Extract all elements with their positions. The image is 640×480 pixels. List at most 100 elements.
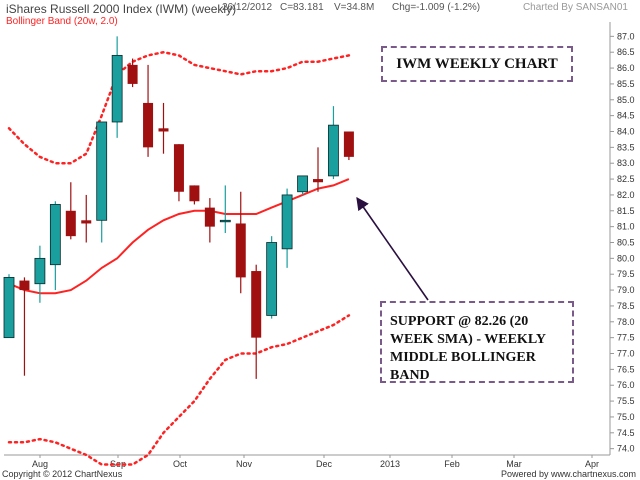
candle — [328, 106, 339, 180]
candle — [235, 191, 246, 294]
y-tick-label: 81.0 — [617, 222, 635, 232]
y-tick-label: 82.0 — [617, 190, 635, 200]
x-tick-label: Apr — [585, 459, 599, 469]
candle-body — [204, 207, 215, 227]
y-tick-label: 75.5 — [617, 396, 635, 406]
y-tick-label: 84.0 — [617, 126, 635, 136]
y-tick-label: 86.5 — [617, 47, 635, 57]
candle — [343, 131, 354, 161]
candle — [297, 175, 308, 195]
y-tick-label: 76.5 — [617, 364, 635, 374]
y-tick-label: 86.0 — [617, 63, 635, 73]
y-tick-label: 85.0 — [617, 95, 635, 105]
candle — [204, 198, 215, 243]
y-tick-label: 78.0 — [617, 317, 635, 327]
y-tick-label: 79.5 — [617, 269, 635, 279]
y-tick-label: 82.5 — [617, 174, 635, 184]
y-tick-label: 78.5 — [617, 301, 635, 311]
candlestick-layer — [3, 36, 354, 379]
y-tick-label: 77.5 — [617, 333, 635, 343]
y-tick-label: 81.5 — [617, 206, 635, 216]
quote-date: 26/12/2012 — [222, 2, 273, 13]
title-annotation-box: IWM WEEKLY CHART — [381, 46, 573, 82]
x-tick-label: 2013 — [380, 459, 400, 469]
y-tick-label: 77.0 — [617, 349, 635, 359]
y-tick-label: 83.0 — [617, 158, 635, 168]
quote-volume: V=34.8M — [334, 2, 375, 13]
candle — [281, 188, 293, 268]
candle — [3, 274, 15, 339]
powered-by-text: Powered by www.chartnexus.com — [500, 469, 636, 479]
y-tick-label: 75.0 — [617, 412, 635, 422]
candle — [81, 194, 92, 243]
candle-body — [173, 144, 184, 192]
x-tick-label: Oct — [173, 459, 188, 469]
candle — [143, 64, 154, 157]
candle-body — [343, 131, 354, 157]
candle — [251, 264, 262, 379]
y-tick-label: 74.5 — [617, 428, 635, 438]
axes-layer: 74.0 74.5 75.0 75.5 76.0 76.5 77.0 77.5 78.0 78.5… — [4, 22, 635, 469]
candle-body — [3, 276, 15, 339]
candle — [173, 144, 184, 202]
copyright-text: Copyright © 2012 ChartNexus — [2, 469, 123, 479]
candle-body — [127, 64, 138, 84]
quote-change: Chg=-1.009 (-1.2%) — [392, 2, 481, 13]
upper-band-line — [7, 50, 351, 165]
lower-band-line — [7, 314, 351, 466]
candle — [34, 245, 46, 303]
support-arrow — [356, 196, 429, 301]
y-tick-label: 80.5 — [617, 238, 635, 248]
candle-body — [297, 175, 308, 193]
candle-body — [235, 223, 246, 278]
quote-close: C=83.181 — [280, 2, 324, 13]
candle — [219, 185, 231, 233]
candle-body — [96, 121, 108, 221]
candle — [49, 201, 61, 291]
annotation-arrow-layer — [356, 196, 429, 301]
candle — [127, 58, 138, 88]
candle-body — [19, 280, 30, 291]
candle-body — [251, 271, 262, 338]
y-tick-label: 76.0 — [617, 380, 635, 390]
candle-body — [313, 179, 323, 183]
x-tick-label: Aug — [32, 459, 48, 469]
candle — [65, 182, 76, 240]
x-tick-label: Mar — [506, 459, 522, 469]
y-tick-label: 79.0 — [617, 285, 635, 295]
candle-body — [34, 257, 46, 285]
charted-by-credit: Charted By SANSAN01 — [522, 2, 628, 13]
candle-body — [328, 124, 339, 177]
x-tick-label: Feb — [444, 459, 460, 469]
candle — [313, 147, 323, 192]
chart-title: iShares Russell 2000 Index (IWM) (weekly… — [6, 2, 237, 16]
y-tick-label: 85.5 — [617, 79, 635, 89]
candle-body — [266, 242, 278, 316]
candle-body — [81, 220, 92, 224]
candle-body — [49, 204, 61, 266]
candle-body — [219, 219, 231, 223]
y-tick-label: 87.0 — [617, 31, 635, 41]
candle — [111, 36, 123, 138]
candle-body — [189, 185, 200, 202]
candle-body — [158, 128, 169, 132]
candle-body — [111, 54, 123, 123]
candle-body — [143, 102, 154, 148]
candle — [96, 121, 108, 243]
y-tick-label: 74.0 — [617, 444, 635, 454]
x-tick-label: Nov — [236, 459, 253, 469]
candle — [158, 102, 169, 154]
x-tick-label: Dec — [316, 459, 333, 469]
candle-body — [65, 210, 76, 237]
y-tick-label: 84.5 — [617, 111, 635, 121]
candle-body — [281, 194, 293, 250]
y-tick-label: 80.0 — [617, 253, 635, 263]
candle — [266, 236, 278, 319]
candle — [19, 277, 30, 376]
support-annotation-box: SUPPORT @ 82.26 (20 WEEK SMA) - WEEKLY M… — [380, 301, 574, 383]
bollinger-legend: Bollinger Band (20w, 2.0) — [6, 16, 118, 27]
y-tick-label: 83.5 — [617, 142, 635, 152]
candle — [189, 185, 200, 205]
